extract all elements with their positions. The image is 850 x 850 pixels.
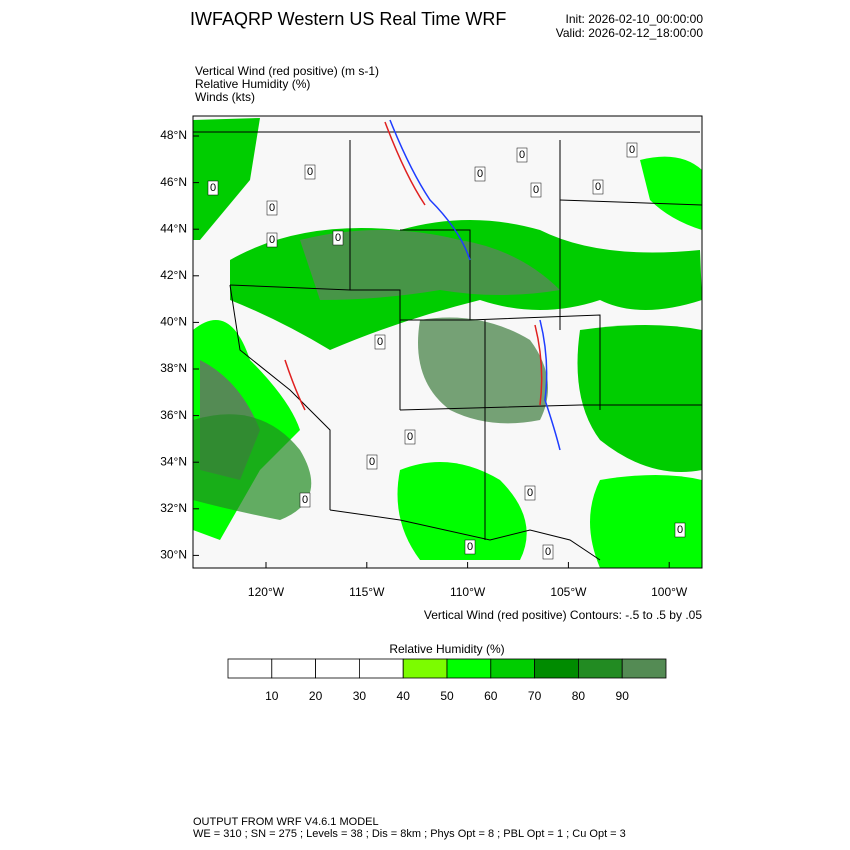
- colorbar-label: 60: [484, 689, 498, 703]
- contour-label-box: [299, 492, 311, 508]
- colorbar-box: [358, 658, 404, 679]
- colorbar-label: 20: [309, 689, 323, 703]
- colorbar-box: [621, 658, 667, 679]
- contour-label-box: [524, 485, 536, 501]
- contour-label: 0: [269, 202, 275, 214]
- colorbar-title: Relative Humidity (%): [389, 642, 504, 656]
- contour-label-box: [626, 142, 638, 158]
- footer-line: WE = 310 ; SN = 275 ; Levels = 38 ; Dis …: [193, 828, 626, 840]
- colorbar-label: 30: [353, 689, 367, 703]
- colorbar-label: 40: [397, 689, 411, 703]
- lat-label: 46°N: [160, 175, 187, 189]
- lon-label: 105°W: [550, 585, 587, 599]
- borders: [193, 131, 702, 561]
- contour-label-box: [374, 334, 386, 350]
- contour-label-box: [674, 522, 686, 538]
- colorbar-label: 90: [616, 689, 630, 703]
- lat-label: 48°N: [160, 128, 187, 142]
- init-time: Init: 2026-02-10_00:00:00: [566, 12, 704, 26]
- contour-label-box: [304, 164, 316, 180]
- contour-label: 0: [527, 487, 533, 499]
- humidity-fill: [193, 118, 702, 568]
- contour-label-box: [207, 180, 219, 196]
- lat-label: 36°N: [160, 408, 187, 422]
- lon-label: 110°W: [450, 585, 486, 599]
- contour-label-box: [516, 147, 528, 163]
- contour-label: 0: [335, 232, 341, 244]
- colorbar-box: [578, 658, 623, 679]
- contour-label: 0: [533, 184, 539, 196]
- contour-label-box: [474, 166, 486, 182]
- lat-label: 34°N: [160, 454, 187, 468]
- lon-label: 115°W: [349, 585, 385, 599]
- colorbar-box: [446, 658, 492, 679]
- colorbar-box: [227, 658, 273, 679]
- contour-label-box: [592, 179, 604, 195]
- contour-label: 0: [545, 546, 551, 558]
- contour-label: 0: [307, 166, 313, 178]
- axis-labels: 48°N 46°N 44°N 42°N 40°N 38°N 36°N 34°N 32°N 30°N…: [160, 128, 688, 599]
- lat-label: 42°N: [160, 268, 187, 282]
- colorbar-label: 70: [528, 689, 542, 703]
- contour-label-box: [404, 429, 416, 445]
- contours-negative: [389, 119, 561, 451]
- field-label: Winds (kts): [195, 90, 255, 104]
- contour-label: 0: [269, 234, 275, 246]
- contour-label: 0: [677, 524, 683, 536]
- contour-label-box: [464, 539, 476, 555]
- colorbar-box: [315, 658, 360, 679]
- colorbar-box: [402, 658, 448, 679]
- colorbar-label: 10: [265, 689, 279, 703]
- contour-label: 0: [407, 431, 413, 443]
- colorbar-label: 50: [440, 689, 454, 703]
- contour-label: 0: [369, 456, 375, 468]
- contour-label-box: [542, 544, 554, 560]
- contour-label-box: [366, 454, 378, 470]
- contour-label: 0: [519, 149, 525, 161]
- colorbar-box: [490, 658, 535, 679]
- lat-label: 44°N: [160, 221, 187, 235]
- contour-label: 0: [629, 144, 635, 156]
- lat-label: 30°N: [160, 548, 187, 562]
- field-label: Relative Humidity (%): [195, 77, 310, 91]
- lat-label: 38°N: [160, 361, 187, 375]
- lon-label: 100°W: [651, 585, 688, 599]
- contours-positive: [284, 121, 543, 411]
- field-label: Vertical Wind (red positive) (m s-1): [195, 64, 379, 78]
- contour-label: 0: [210, 182, 216, 194]
- title: IWFAQRP Western US Real Time WRF: [190, 9, 506, 29]
- contour-label: 0: [302, 494, 308, 506]
- contour-label-box: [530, 182, 542, 198]
- contour-label: 0: [477, 168, 483, 180]
- contour-label: 0: [595, 181, 601, 193]
- footer-line: OUTPUT FROM WRF V4.6.1 MODEL: [193, 816, 379, 828]
- contour-note: Vertical Wind (red positive) Contours: -…: [424, 608, 702, 622]
- valid-time: Valid: 2026-02-12_18:00:00: [556, 26, 704, 40]
- lat-label: 40°N: [160, 315, 187, 329]
- contour-label-box: [266, 200, 278, 216]
- contour-label: 0: [467, 541, 473, 553]
- colorbar-label: 80: [572, 689, 586, 703]
- contour-label-box: [266, 232, 278, 248]
- map-frame: [192, 115, 703, 569]
- contour-label: 0: [377, 336, 383, 348]
- lon-label: 120°W: [248, 585, 285, 599]
- contour-label-box: [332, 230, 344, 246]
- colorbar-box: [534, 658, 579, 679]
- map: [193, 116, 702, 568]
- colorbar: 10 20 30 40 50 60 70 80 90: [227, 658, 667, 703]
- colorbar-box: [271, 658, 316, 679]
- lat-label: 32°N: [160, 501, 187, 515]
